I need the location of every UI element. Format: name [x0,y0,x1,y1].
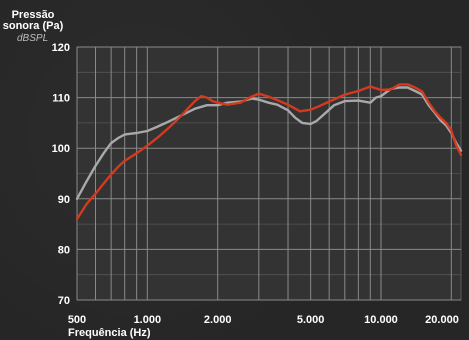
x-tick-label: 1.000 [134,314,162,326]
y-tick-labels: 70 80 90 100 110 120 [52,42,70,307]
x-tick-label: 5.000 [297,314,325,326]
series-line-1 [75,86,463,200]
y-tick-label: 80 [58,244,70,256]
minor-gridlines [77,71,461,276]
y-tick-label: 70 [58,295,70,307]
x-tick-label: 20.000 [425,314,459,326]
y-tick-label: 110 [52,93,70,105]
y-tick-label: 100 [52,143,70,155]
series-layer [75,83,463,221]
y-tick-label: 120 [52,42,70,54]
y-tick-label: 90 [58,194,70,206]
x-axis-title: Frequência (Hz) [68,327,151,339]
y-axis-title-line1: Pressão [11,9,55,21]
x-tick-label: 10.000 [364,314,398,326]
y-axis-title: Pressão sonora (Pa) [0,10,66,32]
series-line-2 [75,83,463,221]
x-tick-label: 500 [68,314,86,326]
x-tick-label: 2.000 [204,314,232,326]
y-axis-unit: dBSPL [17,33,49,44]
x-tick-labels: 500 1.000 2.000 5.000 10.000 20.000 [68,314,459,326]
y-axis-title-line2: sonora (Pa) [2,20,64,32]
